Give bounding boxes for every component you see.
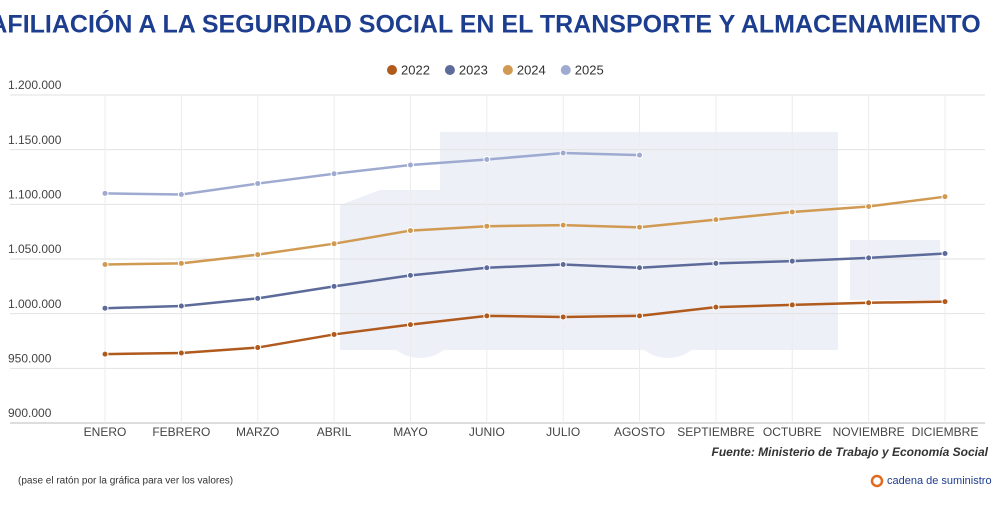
x-tick-label: AGOSTO (614, 425, 665, 439)
point (406, 321, 414, 329)
point (483, 264, 491, 272)
legend-label: 2024 (517, 62, 546, 77)
point (254, 180, 262, 188)
x-tick-label: ENERO (84, 425, 127, 439)
point (406, 161, 414, 169)
truck-wheel (630, 282, 706, 358)
point (254, 344, 262, 352)
point (101, 260, 109, 268)
point (330, 240, 338, 248)
legend-marker (387, 65, 397, 75)
x-tick-label: MAYO (393, 425, 427, 439)
point (636, 264, 644, 272)
source: Fuente: Ministerio de Trabajo y Economía… (711, 445, 988, 459)
point (788, 257, 796, 265)
point (636, 223, 644, 231)
point (636, 151, 644, 159)
point (559, 149, 567, 157)
brand: cadena de suministro (887, 475, 992, 487)
brand-logo (870, 474, 884, 488)
y-tick-label: 1.050.000 (8, 242, 62, 256)
point (330, 170, 338, 178)
point (101, 304, 109, 312)
point (941, 193, 949, 201)
series-line (104, 195, 946, 266)
y-tick-label: 950.000 (8, 352, 52, 366)
note: (pase el ratón por la gráfica para ver l… (18, 476, 233, 487)
point (330, 330, 338, 338)
legend-marker (560, 65, 571, 75)
grid: 900.000 950.000 1.000.000 1.050.000 1.100.00… (8, 78, 985, 439)
legend-label: 2022 (401, 62, 430, 77)
point (788, 301, 796, 309)
point (101, 350, 109, 358)
point (559, 260, 567, 268)
x-tick-label: FEBRERO (152, 425, 210, 439)
x-tick-label: JUNIO (469, 425, 505, 439)
point (177, 302, 185, 310)
point (483, 222, 491, 230)
chart-title: AFILIACIÓN A LA SEGURIDAD SOCIAL EN EL T… (0, 9, 981, 39)
legend-marker (502, 65, 513, 75)
x-tick-label: SEPTIEMBRE (677, 425, 754, 439)
point (101, 189, 109, 197)
legend-label: 2025 (575, 62, 604, 77)
y-tick-label: 900.000 (8, 406, 52, 420)
series-line (104, 151, 640, 196)
point (865, 254, 873, 262)
point (712, 259, 720, 267)
point (941, 250, 949, 258)
point (559, 313, 567, 321)
point (254, 294, 262, 302)
point (712, 216, 720, 224)
point (254, 251, 262, 259)
lines (101, 149, 949, 358)
x-tick-label: DICIEMBRE (912, 425, 979, 439)
legend-marker (444, 65, 455, 75)
point (483, 312, 491, 320)
series-line (104, 300, 946, 356)
y-tick-label: 1.150.000 (8, 133, 62, 147)
legend-label: 2023 (459, 62, 488, 77)
x-tick-label: OCTUBRE (763, 425, 822, 439)
x-tick-label: NOVIEMBRE (833, 425, 905, 439)
x-tick-label: ABRIL (317, 425, 352, 439)
legend: 2022 2023 2024 2025 (387, 62, 604, 77)
point (177, 190, 185, 198)
point (330, 282, 338, 290)
point (559, 221, 567, 229)
x-tick-label: MARZO (236, 425, 279, 439)
y-tick-label: 1.200.000 (8, 78, 62, 92)
point (865, 203, 873, 211)
point (177, 259, 185, 267)
y-tick-label: 1.100.000 (8, 188, 62, 202)
point (177, 349, 185, 357)
point (865, 299, 873, 307)
point (788, 208, 796, 216)
point (636, 312, 644, 320)
point (406, 227, 414, 235)
series-line (104, 252, 946, 310)
y-tick-label: 1.000.000 (8, 297, 62, 311)
point (483, 156, 491, 164)
cart (850, 240, 940, 300)
x-tick-label: JULIO (546, 425, 580, 439)
truck-wheel (382, 282, 458, 358)
point (406, 271, 414, 279)
point (941, 298, 949, 306)
point (712, 303, 720, 311)
